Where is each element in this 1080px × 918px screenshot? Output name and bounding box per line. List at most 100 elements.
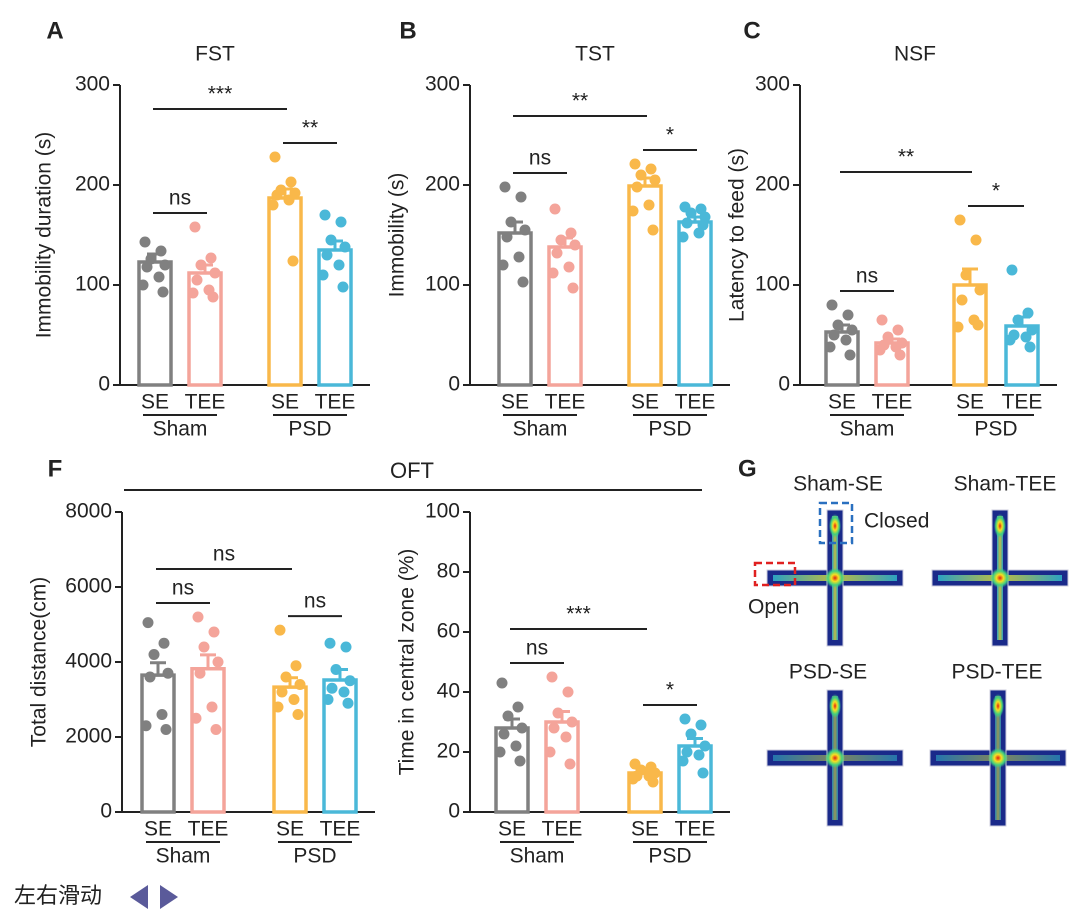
y-axis-label: Time in central zone (%) bbox=[396, 549, 419, 776]
data-point bbox=[693, 749, 705, 761]
data-point bbox=[517, 276, 529, 288]
y-tick-label: 100 bbox=[425, 500, 460, 523]
group-label: PSD bbox=[974, 418, 1017, 441]
map-label: PSD-SE bbox=[789, 661, 867, 684]
data-point bbox=[269, 151, 281, 163]
heatmaps bbox=[766, 509, 1069, 827]
y-axis-label: Total distance(cm) bbox=[28, 577, 51, 747]
data-point bbox=[159, 259, 171, 271]
data-point bbox=[156, 709, 168, 720]
group-label: Sham bbox=[840, 418, 895, 441]
data-point bbox=[501, 231, 513, 243]
data-point bbox=[324, 637, 336, 649]
data-point bbox=[1024, 341, 1036, 353]
data-point bbox=[548, 722, 560, 734]
data-point bbox=[326, 682, 338, 694]
data-point bbox=[956, 294, 968, 306]
arrow-right[interactable] bbox=[160, 885, 178, 909]
data-point bbox=[325, 234, 337, 246]
arrow-left[interactable] bbox=[130, 885, 148, 909]
data-point bbox=[139, 236, 151, 248]
data-point bbox=[560, 731, 572, 743]
hotspot bbox=[988, 748, 1008, 768]
data-point bbox=[697, 219, 709, 231]
y-axis-label: Immobility duration (s) bbox=[33, 132, 56, 339]
y-tick-label: 300 bbox=[755, 73, 790, 96]
data-point bbox=[972, 319, 984, 331]
data-point bbox=[290, 660, 302, 672]
data-point bbox=[840, 334, 852, 346]
data-point bbox=[292, 709, 304, 720]
data-point bbox=[209, 267, 221, 279]
data-point bbox=[876, 314, 888, 326]
data-point bbox=[294, 679, 306, 690]
panel-letter: B bbox=[399, 17, 416, 44]
data-point bbox=[647, 224, 659, 236]
hotspot bbox=[992, 694, 1004, 718]
data-point bbox=[205, 252, 217, 264]
panel-letter: G bbox=[738, 455, 757, 482]
y-tick-label: 200 bbox=[755, 173, 790, 196]
data-point bbox=[162, 667, 174, 679]
y-tick-label: 0 bbox=[98, 373, 110, 396]
data-point bbox=[551, 247, 563, 259]
sig-label: ns bbox=[172, 577, 194, 600]
data-point bbox=[140, 720, 152, 732]
x-tick-label: TEE bbox=[675, 391, 716, 414]
data-point bbox=[283, 194, 295, 206]
bar bbox=[317, 248, 353, 387]
x-tick-label: SE bbox=[276, 818, 304, 841]
data-point bbox=[677, 231, 689, 243]
data-point bbox=[516, 722, 528, 734]
data-point bbox=[288, 694, 300, 705]
x-tick-label: TEE bbox=[542, 818, 583, 841]
y-tick-label: 0 bbox=[100, 800, 112, 823]
x-tick-label: TEE bbox=[675, 818, 716, 841]
data-point bbox=[144, 671, 156, 683]
data-point bbox=[280, 671, 292, 683]
chart-title: FST bbox=[195, 43, 235, 66]
y-tick-label: 100 bbox=[425, 273, 460, 296]
panel-letter: F bbox=[48, 455, 63, 482]
data-point bbox=[564, 758, 576, 770]
data-point bbox=[155, 245, 167, 257]
x-tick-label: SE bbox=[501, 391, 529, 414]
data-point bbox=[142, 617, 154, 629]
y-tick-label: 300 bbox=[425, 73, 460, 96]
data-point bbox=[148, 649, 160, 660]
group-label: Sham bbox=[510, 845, 565, 868]
data-point bbox=[330, 664, 342, 675]
data-point bbox=[510, 740, 522, 752]
data-point bbox=[974, 284, 986, 296]
y-tick-label: 100 bbox=[75, 273, 110, 296]
data-point bbox=[157, 286, 169, 298]
x-tick-label: TEE bbox=[315, 391, 356, 414]
data-point bbox=[342, 697, 354, 709]
panel-letter: C bbox=[743, 17, 760, 44]
y-tick-label: 20 bbox=[437, 740, 460, 763]
data-point bbox=[565, 227, 577, 239]
x-tick-label: TEE bbox=[1002, 391, 1043, 414]
data-point bbox=[563, 261, 575, 273]
data-point bbox=[494, 746, 506, 758]
data-point bbox=[317, 269, 329, 281]
hotspot bbox=[825, 568, 845, 588]
sig-label: ** bbox=[572, 90, 588, 113]
y-tick-label: 0 bbox=[778, 373, 790, 396]
data-point bbox=[274, 624, 286, 636]
sig-label: ns bbox=[526, 637, 548, 660]
data-point bbox=[191, 274, 203, 286]
data-point bbox=[206, 701, 218, 713]
data-point bbox=[192, 611, 204, 623]
group-label: Sham bbox=[513, 418, 568, 441]
sig-label: *** bbox=[566, 603, 591, 626]
data-point bbox=[567, 282, 579, 294]
open-label: Open bbox=[748, 596, 799, 619]
data-point bbox=[339, 241, 351, 253]
x-tick-label: SE bbox=[631, 818, 659, 841]
x-tick-label: SE bbox=[828, 391, 856, 414]
y-tick-label: 200 bbox=[75, 173, 110, 196]
data-point bbox=[271, 189, 283, 201]
data-point bbox=[272, 701, 284, 713]
x-tick-label: SE bbox=[498, 818, 526, 841]
